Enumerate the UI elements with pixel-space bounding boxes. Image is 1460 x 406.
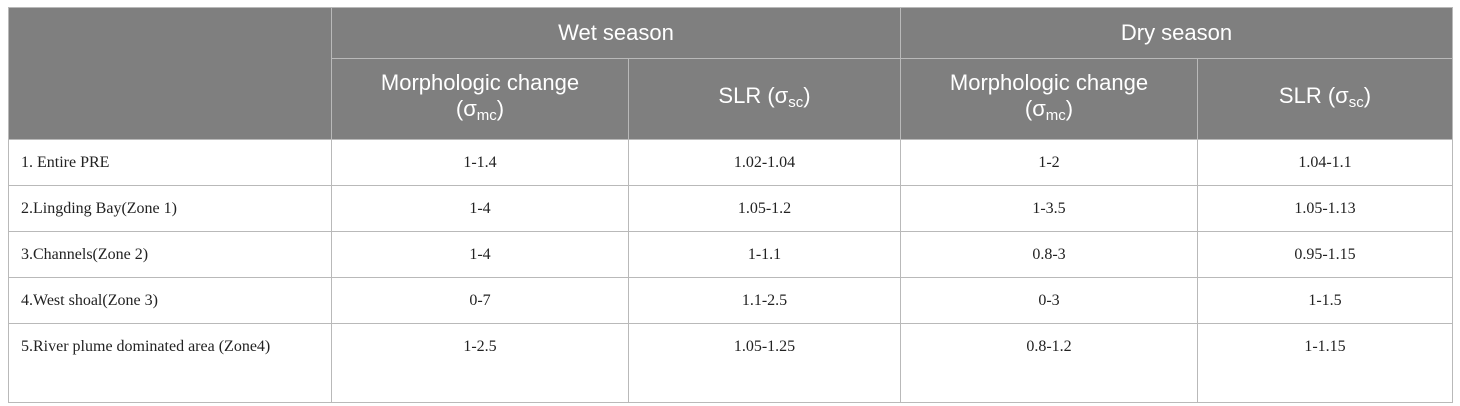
cell-wet-slr: 1-1.1 <box>628 231 901 278</box>
row-label: 5.River plume dominated area (Zone4) <box>8 323 332 403</box>
cell-dry-morphologic: 0.8-3 <box>900 231 1198 278</box>
table-row: 3.Channels(Zone 2) 1-4 1-1.1 0.8-3 0.95-… <box>8 231 1453 278</box>
header-dry-slr: SLR (σsc) <box>1197 58 1453 140</box>
header-corner <box>8 7 332 140</box>
cell-dry-slr: 0.95-1.15 <box>1197 231 1453 278</box>
table-row: 4.West shoal(Zone 3) 0-7 1.1-2.5 0-3 1-1… <box>8 277 1453 324</box>
row-label: 3.Channels(Zone 2) <box>8 231 332 278</box>
cell-wet-morphologic: 1-4 <box>331 185 629 232</box>
table-row: 5.River plume dominated area (Zone4) 1-2… <box>8 323 1453 403</box>
cell-dry-slr: 1-1.5 <box>1197 277 1453 324</box>
cell-wet-slr: 1.1-2.5 <box>628 277 901 324</box>
header-wet-morphologic-change: Morphologic change (σmc) <box>331 58 629 140</box>
cell-dry-morphologic: 0.8-1.2 <box>900 323 1198 403</box>
row-label: 4.West shoal(Zone 3) <box>8 277 332 324</box>
cell-wet-slr: 1.05-1.2 <box>628 185 901 232</box>
header-row-columns: Morphologic change (σmc) SLR (σsc) Morpho… <box>9 58 1453 140</box>
table-container: Wet season Dry season Morphologic change… <box>8 7 1453 403</box>
cell-dry-slr: 1-1.15 <box>1197 323 1453 403</box>
cell-dry-slr: 1.05-1.13 <box>1197 185 1453 232</box>
table-row: 2.Lingding Bay(Zone 1) 1-4 1.05-1.2 1-3.… <box>8 185 1453 232</box>
cell-wet-morphologic: 1-4 <box>331 231 629 278</box>
header-dry-season: Dry season <box>900 7 1453 59</box>
header-wet-slr: SLR (σsc) <box>628 58 901 140</box>
row-label: 2.Lingding Bay(Zone 1) <box>8 185 332 232</box>
header-dry-morphologic-change: Morphologic change (σmc) <box>900 58 1198 140</box>
header-wet-season: Wet season <box>331 7 901 59</box>
cell-wet-morphologic: 1-1.4 <box>331 139 629 186</box>
sensitivity-table: Wet season Dry season Morphologic change… <box>8 7 1453 403</box>
cell-dry-morphologic: 1-2 <box>900 139 1198 186</box>
cell-wet-slr: 1.02-1.04 <box>628 139 901 186</box>
row-label: 1. Entire PRE <box>8 139 332 186</box>
cell-dry-morphologic: 1-3.5 <box>900 185 1198 232</box>
cell-dry-morphologic: 0-3 <box>900 277 1198 324</box>
cell-wet-slr: 1.05-1.25 <box>628 323 901 403</box>
cell-dry-slr: 1.04-1.1 <box>1197 139 1453 186</box>
cell-wet-morphologic: 0-7 <box>331 277 629 324</box>
header-row-groups: Wet season Dry season <box>8 7 1453 140</box>
cell-wet-morphologic: 1-2.5 <box>331 323 629 403</box>
table-row: 1. Entire PRE 1-1.4 1.02-1.04 1-2 1.04-1… <box>8 139 1453 186</box>
